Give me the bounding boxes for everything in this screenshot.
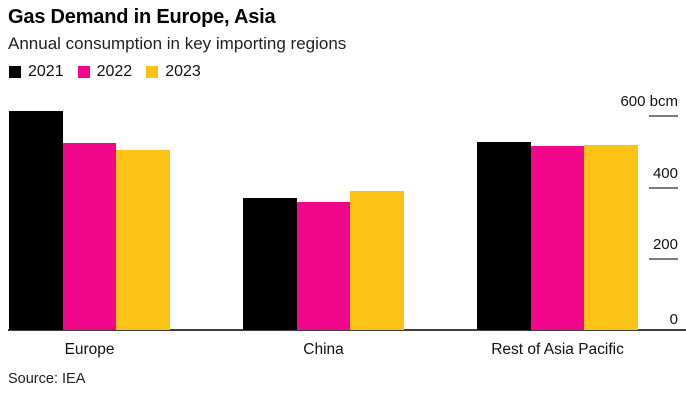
legend-item-2021: 2021 <box>9 63 64 81</box>
legend-swatch-2022 <box>77 66 90 78</box>
bar-europe-2022 <box>62 142 117 330</box>
legend-label-2023: 2023 <box>165 63 201 80</box>
legend-item-2022: 2022 <box>77 63 133 81</box>
source-note: Source: IEA <box>8 371 86 387</box>
legend-label-2021: 2021 <box>28 63 64 80</box>
y-axis-tick-600: 600 bcm <box>620 93 678 110</box>
bar-china-2023 <box>350 190 405 330</box>
bar-rest-of-asia-pacific-2023 <box>584 144 639 330</box>
bar-china-2021 <box>243 198 297 330</box>
legend-item-2023: 2023 <box>146 63 201 81</box>
x-axis-label-china: China <box>303 341 344 358</box>
bar-china-2022 <box>296 201 351 330</box>
y-axis-tick-mark-600 <box>649 115 678 117</box>
bar-rest-of-asia-pacific-2022 <box>530 145 585 330</box>
legend-swatch-2021 <box>9 66 21 78</box>
x-axis-label-europe: Europe <box>64 341 115 358</box>
legend-swatch-2023 <box>146 66 159 78</box>
bar-europe-2021 <box>9 111 63 330</box>
y-axis-tick-mark-200 <box>649 258 678 261</box>
y-axis-tick-400: 400 <box>652 164 678 182</box>
y-axis-tick-0: 0 <box>669 311 678 328</box>
x-axis-label-rest-of-asia-pacific: Rest of Asia Pacific <box>491 341 624 358</box>
y-axis-tick-mark-400 <box>649 186 678 189</box>
y-axis-tick-200: 200 <box>652 236 678 254</box>
bar-rest-of-asia-pacific-2021 <box>477 141 531 330</box>
bar-europe-2023 <box>116 149 171 330</box>
legend: 2021 2022 2023 <box>9 63 201 81</box>
legend-label-2022: 2022 <box>96 63 133 80</box>
chart-title: Gas Demand in Europe, Asia <box>8 6 276 28</box>
chart-subtitle: Annual consumption in key importing regi… <box>8 34 347 53</box>
x-axis-line <box>8 329 686 331</box>
